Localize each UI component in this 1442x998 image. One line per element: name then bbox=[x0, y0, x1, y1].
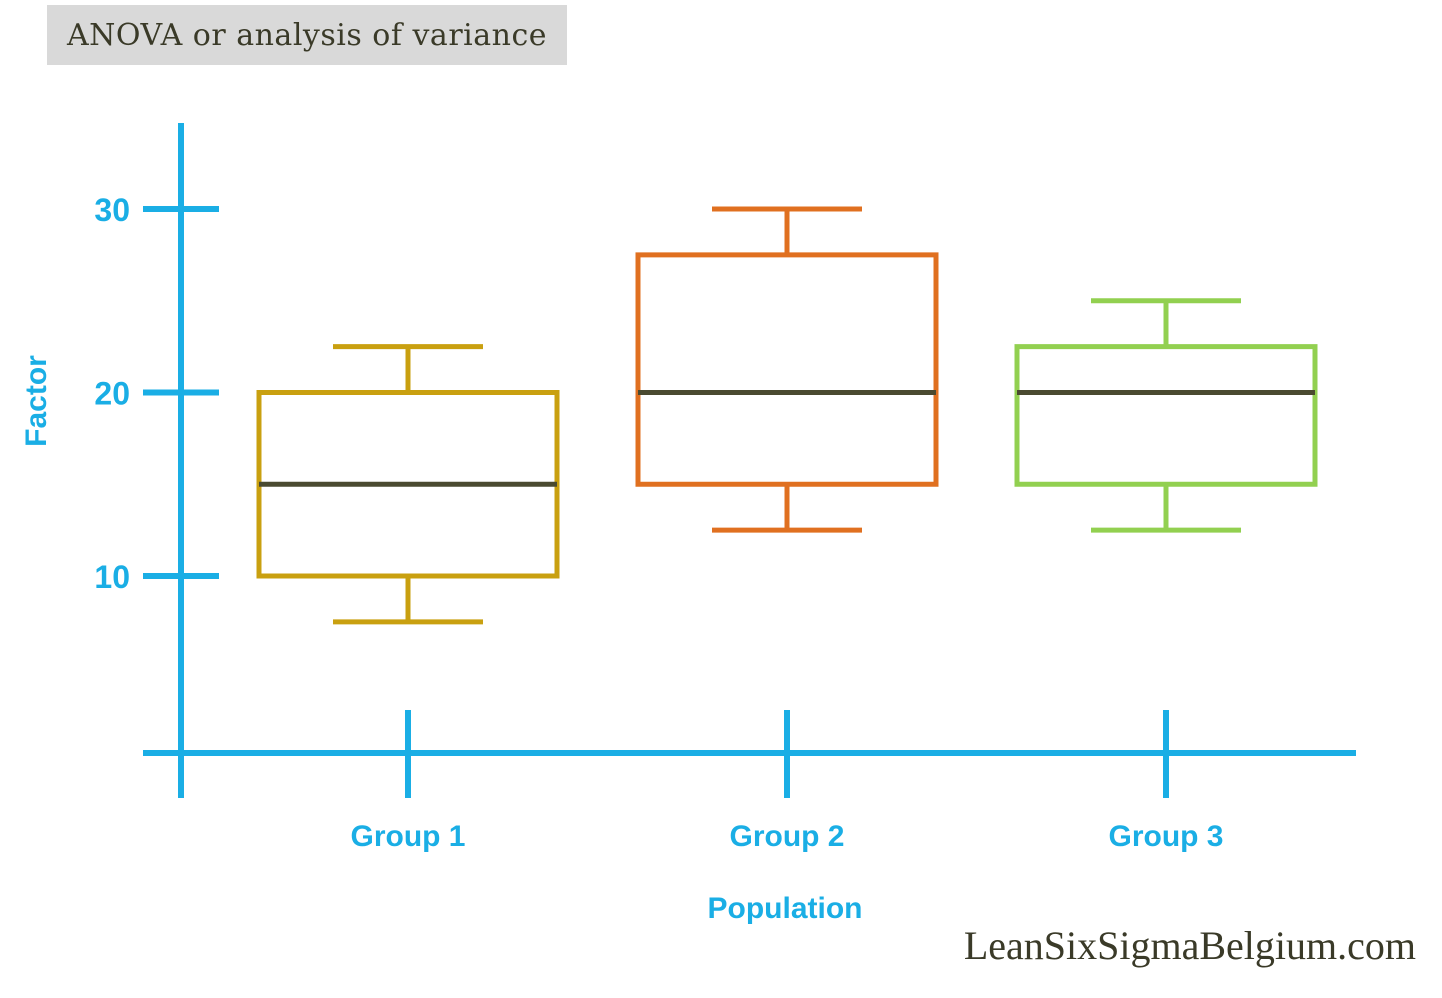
x-axis-label: Population bbox=[708, 892, 863, 925]
y-tick-label: 30 bbox=[94, 192, 130, 228]
x-tick-label: Group 1 bbox=[350, 820, 465, 853]
chart-title: ANOVA or analysis of variance bbox=[66, 17, 548, 53]
box-iqr bbox=[635, 252, 939, 487]
x-tick-label: Group 3 bbox=[1108, 820, 1223, 853]
y-tick-label: 10 bbox=[94, 559, 130, 595]
y-axis-label: Factor bbox=[20, 355, 53, 447]
title-box: ANOVA or analysis of variance bbox=[47, 5, 567, 65]
watermark: LeanSixSigmaBelgium.com bbox=[963, 923, 1416, 968]
y-tick-label: 20 bbox=[94, 376, 130, 412]
x-tick-label: Group 2 bbox=[729, 820, 844, 853]
box-iqr bbox=[1014, 344, 1318, 487]
